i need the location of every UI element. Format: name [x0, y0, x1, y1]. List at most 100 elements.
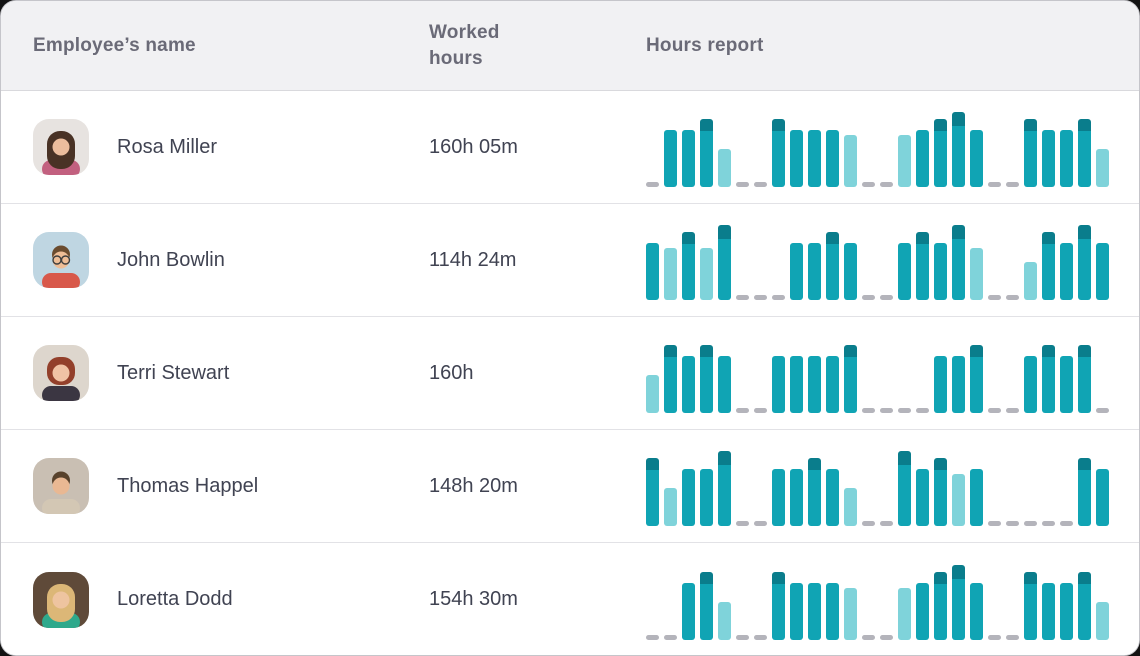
day-off-dash — [898, 408, 911, 413]
worked-day-bar — [808, 583, 821, 640]
day-off-dash — [862, 182, 875, 187]
day-off-dash — [1006, 635, 1019, 640]
worked-day-bar — [1042, 232, 1055, 300]
worked-day-bar — [790, 130, 803, 187]
worked-day-bar — [844, 345, 857, 413]
worked-day-bar — [1096, 602, 1109, 640]
worked-day-bar — [718, 451, 731, 526]
day-off-dash — [754, 521, 767, 526]
employee-name: John Bowlin — [117, 248, 225, 271]
day-off-dash — [1024, 521, 1037, 526]
day-off-dash — [880, 635, 893, 640]
day-off-dash — [880, 521, 893, 526]
day-off-dash — [1006, 408, 1019, 413]
worked-day-bar — [700, 469, 713, 526]
day-off-dash — [862, 635, 875, 640]
day-off-dash — [664, 635, 677, 640]
day-off-dash — [736, 182, 749, 187]
worked-day-bar — [1078, 345, 1091, 413]
employee-name: Loretta Dodd — [117, 588, 233, 610]
avatar — [33, 119, 89, 175]
worked-day-bar — [916, 469, 929, 526]
table-row[interactable]: Rosa Miller 160h 05m — [1, 91, 1139, 204]
worked-day-bar — [646, 375, 659, 413]
worked-day-bar — [1078, 119, 1091, 187]
day-off-dash — [646, 635, 659, 640]
column-header-employee-name: Employee’s name — [33, 34, 196, 56]
day-off-dash — [736, 295, 749, 300]
worked-day-bar — [1060, 243, 1073, 300]
worked-day-bar — [718, 602, 731, 640]
worked-hours: 154h 30m — [429, 588, 518, 610]
worked-day-bar — [826, 469, 839, 526]
worked-day-bar — [898, 588, 911, 640]
day-off-dash — [754, 635, 767, 640]
worked-day-bar — [772, 356, 785, 413]
worked-day-bar — [682, 130, 695, 187]
day-off-dash — [862, 408, 875, 413]
worked-day-bar — [1078, 458, 1091, 526]
day-off-dash — [988, 408, 1001, 413]
worked-hours: 114h 24m — [429, 248, 517, 271]
worked-day-bar — [916, 130, 929, 187]
worked-day-bar — [826, 583, 839, 640]
worked-day-bar — [826, 356, 839, 413]
worked-day-bar — [1096, 243, 1109, 300]
day-off-dash — [736, 521, 749, 526]
worked-day-bar — [934, 356, 947, 413]
worked-day-bar — [1078, 572, 1091, 640]
day-off-dash — [772, 295, 785, 300]
worked-day-bar — [1060, 356, 1073, 413]
day-off-dash — [736, 408, 749, 413]
hours-report-chart — [646, 560, 1109, 640]
avatar — [33, 232, 89, 288]
day-off-dash — [862, 295, 875, 300]
worked-day-bar — [790, 469, 803, 526]
worked-day-bar — [1096, 149, 1109, 187]
table-row[interactable]: John Bowlin 114h 24m — [1, 204, 1139, 317]
table-row[interactable]: Terri Stewart 160h — [1, 317, 1139, 430]
worked-day-bar — [952, 356, 965, 413]
worked-day-bar — [844, 488, 857, 526]
worked-day-bar — [700, 572, 713, 640]
day-off-dash — [1042, 521, 1055, 526]
worked-day-bar — [916, 232, 929, 300]
worked-day-bar — [844, 243, 857, 300]
day-off-dash — [988, 635, 1001, 640]
day-off-dash — [1006, 182, 1019, 187]
worked-hours: 160h 05m — [429, 135, 518, 158]
worked-day-bar — [970, 130, 983, 187]
worked-day-bar — [682, 583, 695, 640]
worked-day-bar — [952, 474, 965, 526]
worked-day-bar — [664, 248, 677, 300]
worked-day-bar — [772, 119, 785, 187]
worked-day-bar — [682, 469, 695, 526]
worked-day-bar — [772, 469, 785, 526]
employee-name: Thomas Happel — [117, 474, 259, 497]
worked-day-bar — [700, 248, 713, 300]
day-off-dash — [1006, 295, 1019, 300]
worked-day-bar — [682, 232, 695, 300]
worked-day-bar — [952, 565, 965, 640]
column-header-worked-hours: Worked hours — [429, 21, 500, 69]
worked-day-bar — [826, 130, 839, 187]
day-off-dash — [880, 295, 893, 300]
worked-day-bar — [916, 583, 929, 640]
worked-day-bar — [718, 225, 731, 300]
day-off-dash — [988, 521, 1001, 526]
day-off-dash — [754, 295, 767, 300]
worked-day-bar — [898, 243, 911, 300]
worked-day-bar — [664, 345, 677, 413]
worked-hours: 148h 20m — [429, 474, 518, 497]
day-off-dash — [880, 182, 893, 187]
employee-table: Rosa Miller 160h 05m John Bowlin 114h 24… — [1, 91, 1139, 655]
worked-day-bar — [952, 225, 965, 300]
worked-day-bar — [844, 588, 857, 640]
worked-day-bar — [934, 243, 947, 300]
table-row[interactable]: Loretta Dodd 154h 30m — [1, 543, 1139, 655]
table-row[interactable]: Thomas Happel 148h 20m — [1, 430, 1139, 543]
worked-day-bar — [1096, 469, 1109, 526]
worked-day-bar — [646, 458, 659, 526]
worked-day-bar — [646, 243, 659, 300]
worked-day-bar — [790, 243, 803, 300]
